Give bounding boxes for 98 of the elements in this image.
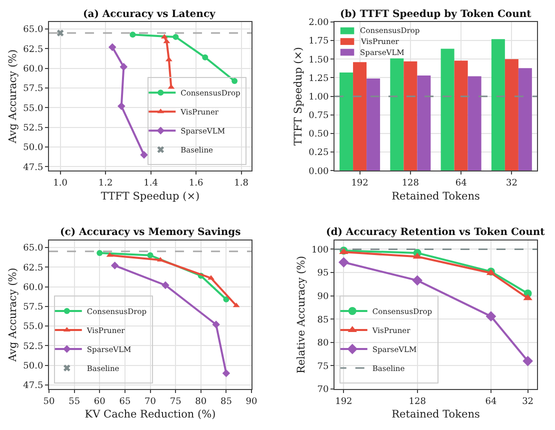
point xyxy=(208,275,214,280)
point xyxy=(412,275,423,286)
x-tick-label: 1.8 xyxy=(234,178,249,188)
bar xyxy=(440,48,454,171)
y-axis-title: TTFT Speedup (×) xyxy=(292,46,304,146)
y-tick-label: 50.0 xyxy=(23,362,44,372)
point xyxy=(202,54,208,60)
bar xyxy=(340,72,354,171)
point xyxy=(140,151,148,159)
point xyxy=(56,30,64,36)
x-tick-label: 50 xyxy=(43,396,55,407)
bar xyxy=(468,76,482,171)
y-tick-label: 2.00 xyxy=(308,18,329,28)
chart-title: (c) Accuracy vs Memory Savings xyxy=(60,227,242,238)
x-tick-label: 192 xyxy=(335,396,352,407)
y-tick-label: 1.25 xyxy=(308,74,329,84)
x-tick-label: 85 xyxy=(220,396,232,407)
x-tick-label: 128 xyxy=(402,178,420,188)
y-tick-label: 1.00 xyxy=(308,92,329,102)
point xyxy=(108,43,116,52)
x-tick-label: 32 xyxy=(522,396,534,407)
chart-title: (d) Accuracy Retention vs Token Count xyxy=(326,227,546,238)
bar xyxy=(417,76,431,171)
y-tick-label: 52.5 xyxy=(23,342,44,352)
bar xyxy=(404,61,418,171)
y-tick-label: 70 xyxy=(317,385,329,396)
y-tick-label: 60.0 xyxy=(23,282,44,293)
y-tick-label: 62.5 xyxy=(23,263,44,274)
point xyxy=(118,102,126,110)
y-tick-label: 60.0 xyxy=(23,64,44,75)
y-tick-label: 75 xyxy=(317,362,329,372)
x-tick-label: 1.2 xyxy=(98,178,113,188)
y-tick-label: 65.0 xyxy=(23,244,44,254)
point xyxy=(130,32,136,38)
y-tick-label: 57.5 xyxy=(23,302,44,313)
y-axis-title: Relative Accuracy (%) xyxy=(295,256,308,374)
x-axis-title: Retained Tokens xyxy=(392,190,480,202)
y-axis-title: Avg Accuracy (%) xyxy=(6,268,19,363)
x-tick-label: 192 xyxy=(351,178,368,188)
y-tick-label: 55.0 xyxy=(23,104,44,114)
point xyxy=(172,34,179,40)
x-tick-label: 1.0 xyxy=(53,178,68,188)
y-tick-label: 65.0 xyxy=(23,25,44,36)
y-tick-label: 80 xyxy=(317,338,329,349)
point xyxy=(120,62,128,71)
bar xyxy=(353,62,367,171)
bar xyxy=(518,68,532,171)
y-tick-label: 0.00 xyxy=(308,166,329,177)
y-tick-label: 47.5 xyxy=(23,381,44,392)
y-tick-label: 95 xyxy=(317,268,329,279)
bar xyxy=(454,60,468,171)
point xyxy=(222,369,230,378)
y-tick-label: 55.0 xyxy=(23,322,44,332)
y-tick-label: 90 xyxy=(317,292,329,302)
x-tick-label: 70 xyxy=(144,396,156,407)
bar xyxy=(504,59,518,171)
x-tick-label: 90 xyxy=(246,396,258,407)
bar xyxy=(390,58,404,171)
point xyxy=(147,252,154,258)
x-axis-title: Retained Tokens xyxy=(392,408,480,421)
bar xyxy=(366,78,380,171)
point xyxy=(522,356,533,366)
y-tick-label: 1.75 xyxy=(308,36,329,47)
point xyxy=(110,262,119,270)
point xyxy=(96,250,103,256)
x-tick-label: 128 xyxy=(408,396,426,407)
x-axis-title: KV Cache Reduction (%) xyxy=(84,408,216,421)
point xyxy=(486,311,496,322)
point xyxy=(232,78,238,84)
y-tick-label: 1.50 xyxy=(308,55,329,66)
y-tick-label: 100 xyxy=(311,245,329,256)
y-tick-label: 0.25 xyxy=(308,148,329,158)
x-tick-label: 1.4 xyxy=(144,178,158,188)
chart-title: (a) Accuracy vs Latency xyxy=(83,9,217,20)
x-axis-title: TTFT Speedup (×) xyxy=(100,190,200,202)
y-tick-label: 52.5 xyxy=(23,124,44,134)
x-tick-label: 75 xyxy=(170,396,182,407)
point xyxy=(212,320,220,328)
point xyxy=(162,281,170,290)
y-tick-label: 0.50 xyxy=(308,130,329,140)
x-tick-label: 60 xyxy=(94,396,106,407)
y-tick-label: 47.5 xyxy=(23,162,44,173)
x-tick-label: 80 xyxy=(195,396,207,407)
y-axis-title: Avg Accuracy (%) xyxy=(6,49,19,144)
x-tick-label: 32 xyxy=(506,178,518,188)
y-tick-label: 0.75 xyxy=(308,111,329,122)
point xyxy=(338,257,349,268)
y-tick-label: 85 xyxy=(317,315,329,326)
x-tick-label: 64 xyxy=(455,178,468,188)
x-tick-label: 64 xyxy=(485,396,497,407)
y-tick-label: 62.5 xyxy=(23,44,44,55)
y-tick-label: 57.5 xyxy=(23,84,44,94)
x-tick-label: 55 xyxy=(68,396,80,407)
x-tick-label: 1.6 xyxy=(188,178,204,188)
y-tick-label: 50.0 xyxy=(23,143,44,154)
bar xyxy=(491,39,505,171)
chart-title: (b) TTFT Speedup by Token Count xyxy=(340,9,532,20)
x-tick-label: 65 xyxy=(119,396,131,407)
